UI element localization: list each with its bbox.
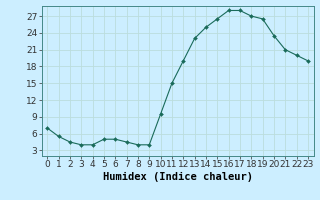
- X-axis label: Humidex (Indice chaleur): Humidex (Indice chaleur): [103, 172, 252, 182]
